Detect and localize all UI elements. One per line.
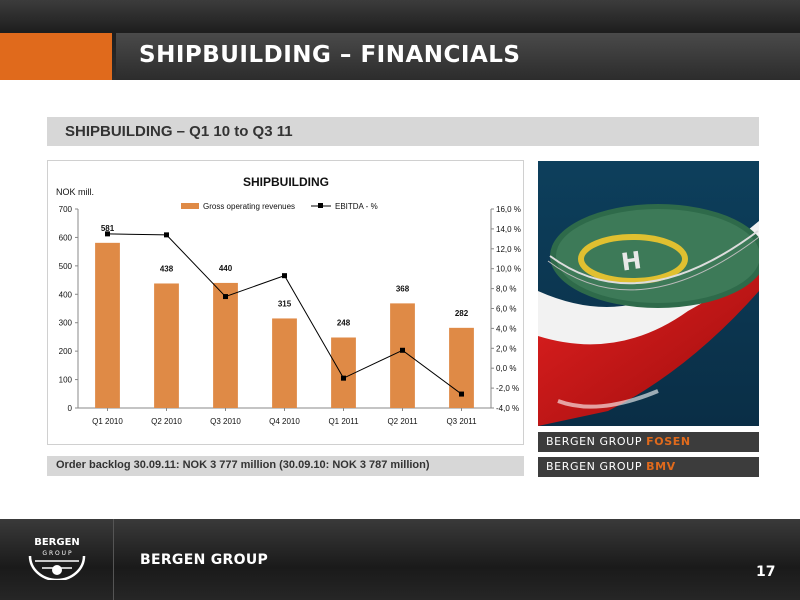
- brand-accent: FOSEN: [646, 435, 691, 448]
- bar: [154, 283, 179, 408]
- y-tick-label-right: 8,0 %: [496, 285, 516, 294]
- y-tick-label-left: 500: [59, 262, 73, 271]
- bar: [272, 318, 297, 408]
- y-tick-label-right: 2,0 %: [496, 344, 516, 353]
- x-tick-label: Q2 2011: [387, 417, 418, 426]
- chart-panel: SHIPBUILDING NOK mill. Gross operating rev…: [47, 160, 524, 445]
- y-tick-label-right: 14,0 %: [496, 225, 521, 234]
- bar-data-label: 581: [101, 224, 115, 233]
- order-backlog-note: Order backlog 30.09.11: NOK 3 777 millio…: [56, 459, 430, 471]
- legend-marker-ebitda: [318, 203, 323, 208]
- subtitle-bar: [47, 117, 759, 146]
- y-tick-label-left: 200: [59, 347, 73, 356]
- svg-text:H: H: [619, 246, 643, 277]
- legend-swatch-revenues: [181, 203, 199, 209]
- bar: [331, 337, 356, 408]
- shipbuilding-chart: SHIPBUILDING NOK mill. Gross operating rev…: [56, 175, 521, 426]
- bar-data-label: 368: [396, 284, 410, 293]
- title-band: [116, 33, 800, 80]
- y-tick-label-right: -4,0 %: [496, 404, 519, 413]
- y-tick-label-right: 10,0 %: [496, 265, 521, 274]
- ebitda-point: [341, 375, 346, 381]
- bar-data-label: 315: [278, 299, 292, 308]
- x-tick-label: Q2 2010: [151, 417, 182, 426]
- y-tick-label-left: 400: [59, 290, 73, 299]
- bergen-group-logo: BERGEN G R O U P: [28, 537, 86, 580]
- x-tick-label: Q4 2010: [269, 417, 300, 426]
- ebitda-point: [400, 347, 405, 353]
- ship-helideck-photo: H: [538, 161, 759, 426]
- chart-title: SHIPBUILDING: [243, 175, 329, 189]
- y-tick-label-right: 4,0 %: [496, 324, 516, 333]
- footer-divider: [113, 519, 114, 600]
- bar-data-label: 248: [337, 318, 351, 327]
- backlog-bar: [47, 456, 524, 476]
- y-tick-label-left: 0: [68, 404, 73, 413]
- footer-brand: BERGEN GROUP: [140, 552, 269, 568]
- y-tick-label-right: 6,0 %: [496, 305, 516, 314]
- brand-tag-bmv: BERGEN GROUP BMV: [538, 457, 759, 477]
- ebitda-point: [223, 294, 228, 300]
- brand-tag-fosen: BERGEN GROUP FOSEN: [538, 432, 759, 452]
- bar: [390, 303, 415, 408]
- bar: [95, 242, 120, 408]
- y-tick-label-right: 0,0 %: [496, 364, 516, 373]
- ebitda-point: [459, 391, 464, 397]
- ebitda-point: [105, 231, 110, 237]
- bar-data-label: 440: [219, 264, 233, 273]
- bar-data-label: 282: [455, 309, 469, 318]
- bar-data-label: 438: [160, 264, 174, 273]
- y-tick-label-left: 100: [59, 376, 73, 385]
- footer-bar: [0, 519, 800, 600]
- page-number: 17: [756, 564, 776, 580]
- x-tick-label: Q3 2011: [446, 417, 477, 426]
- ebitda-point: [282, 273, 287, 279]
- legend-label-revenues: Gross operating revenues: [203, 202, 295, 211]
- section-subtitle: SHIPBUILDING – Q1 10 to Q3 11: [65, 123, 293, 140]
- logo-text-bottom: G R O U P: [42, 550, 72, 557]
- brand-accent: BMV: [646, 460, 676, 473]
- x-tick-label: Q3 2010: [210, 417, 241, 426]
- y-tick-label-right: 16,0 %: [496, 205, 521, 214]
- logo-text-top: BERGEN: [34, 537, 80, 548]
- ebitda-point: [164, 232, 169, 238]
- legend-label-ebitda: EBITDA - %: [335, 202, 378, 211]
- y-tick-label-left: 300: [59, 319, 73, 328]
- page-title: SHIPBUILDING – FINANCIALS: [139, 42, 521, 68]
- x-tick-label: Q1 2010: [92, 417, 123, 426]
- y-tick-label-right: 12,0 %: [496, 245, 521, 254]
- y-axis-label: NOK mill.: [56, 187, 94, 197]
- y-tick-label-left: 600: [59, 233, 73, 242]
- x-tick-label: Q1 2011: [328, 417, 359, 426]
- brand-prefix: BERGEN GROUP: [546, 435, 647, 448]
- header-accent-block: [0, 33, 112, 80]
- bar: [213, 282, 238, 408]
- y-tick-label-left: 700: [59, 205, 73, 214]
- brand-prefix: BERGEN GROUP: [546, 460, 647, 473]
- y-tick-label-right: -2,0 %: [496, 384, 519, 393]
